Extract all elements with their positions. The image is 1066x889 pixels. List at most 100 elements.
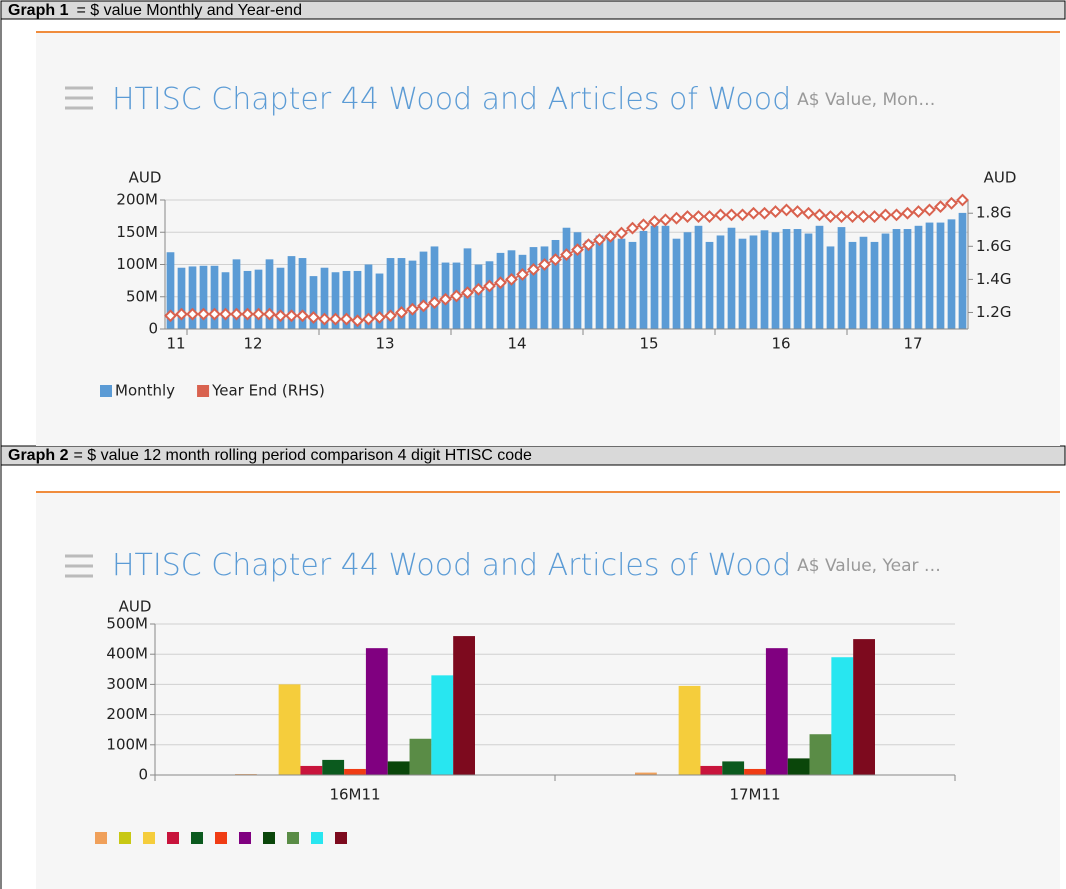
line-marker	[285, 309, 298, 323]
line-marker	[802, 206, 815, 220]
line-marker	[318, 312, 331, 326]
line-marker	[692, 210, 705, 223]
line-marker	[252, 307, 265, 321]
bar	[892, 229, 901, 329]
x-tick-label: 13	[375, 335, 394, 353]
line-marker	[406, 302, 419, 316]
bar	[518, 254, 527, 329]
bar	[243, 270, 252, 329]
legend-swatch	[191, 832, 203, 844]
bar	[199, 265, 208, 329]
x-tick-label: 16M11	[329, 786, 380, 804]
bar	[397, 258, 406, 329]
line-marker	[417, 299, 430, 313]
bar	[881, 233, 890, 329]
legend-label: Year End (RHS)	[211, 382, 325, 400]
chart-heading: HTISC Chapter 44 Wood and Articles of Wo…	[112, 548, 941, 583]
line-marker	[428, 296, 441, 309]
line-marker	[175, 307, 188, 321]
bar	[771, 232, 780, 329]
line-marker	[164, 309, 177, 323]
line-marker	[560, 248, 573, 261]
line-marker	[835, 210, 848, 223]
bar	[727, 227, 736, 329]
bar	[540, 246, 549, 329]
bar	[617, 238, 626, 329]
bar	[628, 241, 637, 329]
chart-subtitle: A$ Value, Mon…	[797, 90, 935, 110]
line-marker	[813, 208, 826, 222]
bar	[826, 246, 835, 329]
section-label: Graph 2	[8, 447, 69, 464]
legend-swatch	[239, 832, 251, 844]
bar	[507, 250, 516, 329]
bar	[914, 225, 923, 329]
section-label: Graph 1	[8, 2, 69, 19]
line-marker	[945, 196, 958, 210]
x-tick-label: 12	[243, 335, 262, 353]
bar	[342, 270, 351, 329]
bar	[430, 246, 439, 329]
line-marker	[791, 205, 804, 218]
section-header: Graph 2 = $ value 12 month rolling period…	[8, 447, 532, 464]
bar	[639, 230, 648, 329]
bar	[958, 212, 967, 329]
line-marker	[362, 312, 375, 326]
line-marker	[824, 210, 837, 223]
bar	[331, 272, 340, 329]
line-marker	[395, 306, 408, 319]
line-marker	[549, 253, 562, 266]
line-marker	[714, 208, 727, 222]
line-marker	[230, 307, 243, 321]
bar	[265, 259, 274, 329]
menu-icon[interactable]	[65, 86, 93, 110]
bar	[573, 232, 582, 329]
line-marker	[780, 203, 793, 217]
y2-axis-label: AUD	[984, 169, 1017, 187]
bar	[309, 276, 318, 329]
legend-swatch	[311, 832, 323, 844]
y2-tick-label: 1.2G	[976, 303, 1011, 321]
bar	[936, 222, 945, 329]
legend-label: Monthly	[115, 382, 175, 400]
line-marker	[736, 208, 749, 222]
bar	[431, 675, 454, 775]
bar	[716, 235, 725, 329]
bar	[485, 261, 494, 329]
legend-swatch	[215, 832, 227, 844]
line-marker	[703, 210, 716, 223]
bar	[694, 225, 703, 329]
line-marker	[747, 206, 760, 220]
menu-icon[interactable]	[65, 554, 93, 578]
bar	[661, 225, 670, 329]
bar	[364, 264, 373, 329]
line-marker	[681, 210, 694, 223]
line-marker	[384, 309, 397, 323]
bar	[210, 265, 219, 329]
line-marker	[450, 289, 463, 303]
chart-subtitle: A$ Value, Year …	[797, 556, 941, 576]
bar	[386, 258, 395, 329]
line-marker	[615, 226, 628, 240]
chart-title: HTISC Chapter 44 Wood and Articles of Wo…	[112, 82, 791, 117]
legend-swatch	[100, 385, 112, 397]
line-marker	[241, 307, 254, 321]
line-marker	[538, 258, 551, 271]
y2-tick-label: 1.4G	[976, 270, 1011, 288]
bar	[738, 238, 747, 329]
bar	[287, 256, 296, 329]
bar	[221, 272, 230, 329]
bar	[678, 685, 701, 775]
bar	[529, 247, 538, 329]
bar	[760, 230, 769, 329]
y-axis-label: AUD	[129, 169, 162, 187]
x-tick-label: 17	[903, 335, 922, 353]
line-marker	[208, 307, 221, 321]
bar	[387, 761, 410, 775]
line-marker	[274, 309, 287, 323]
legend-swatch	[197, 385, 210, 397]
y-tick-label: 200M	[116, 191, 158, 209]
y-tick-label: 150M	[116, 223, 158, 241]
line-marker	[934, 200, 947, 214]
